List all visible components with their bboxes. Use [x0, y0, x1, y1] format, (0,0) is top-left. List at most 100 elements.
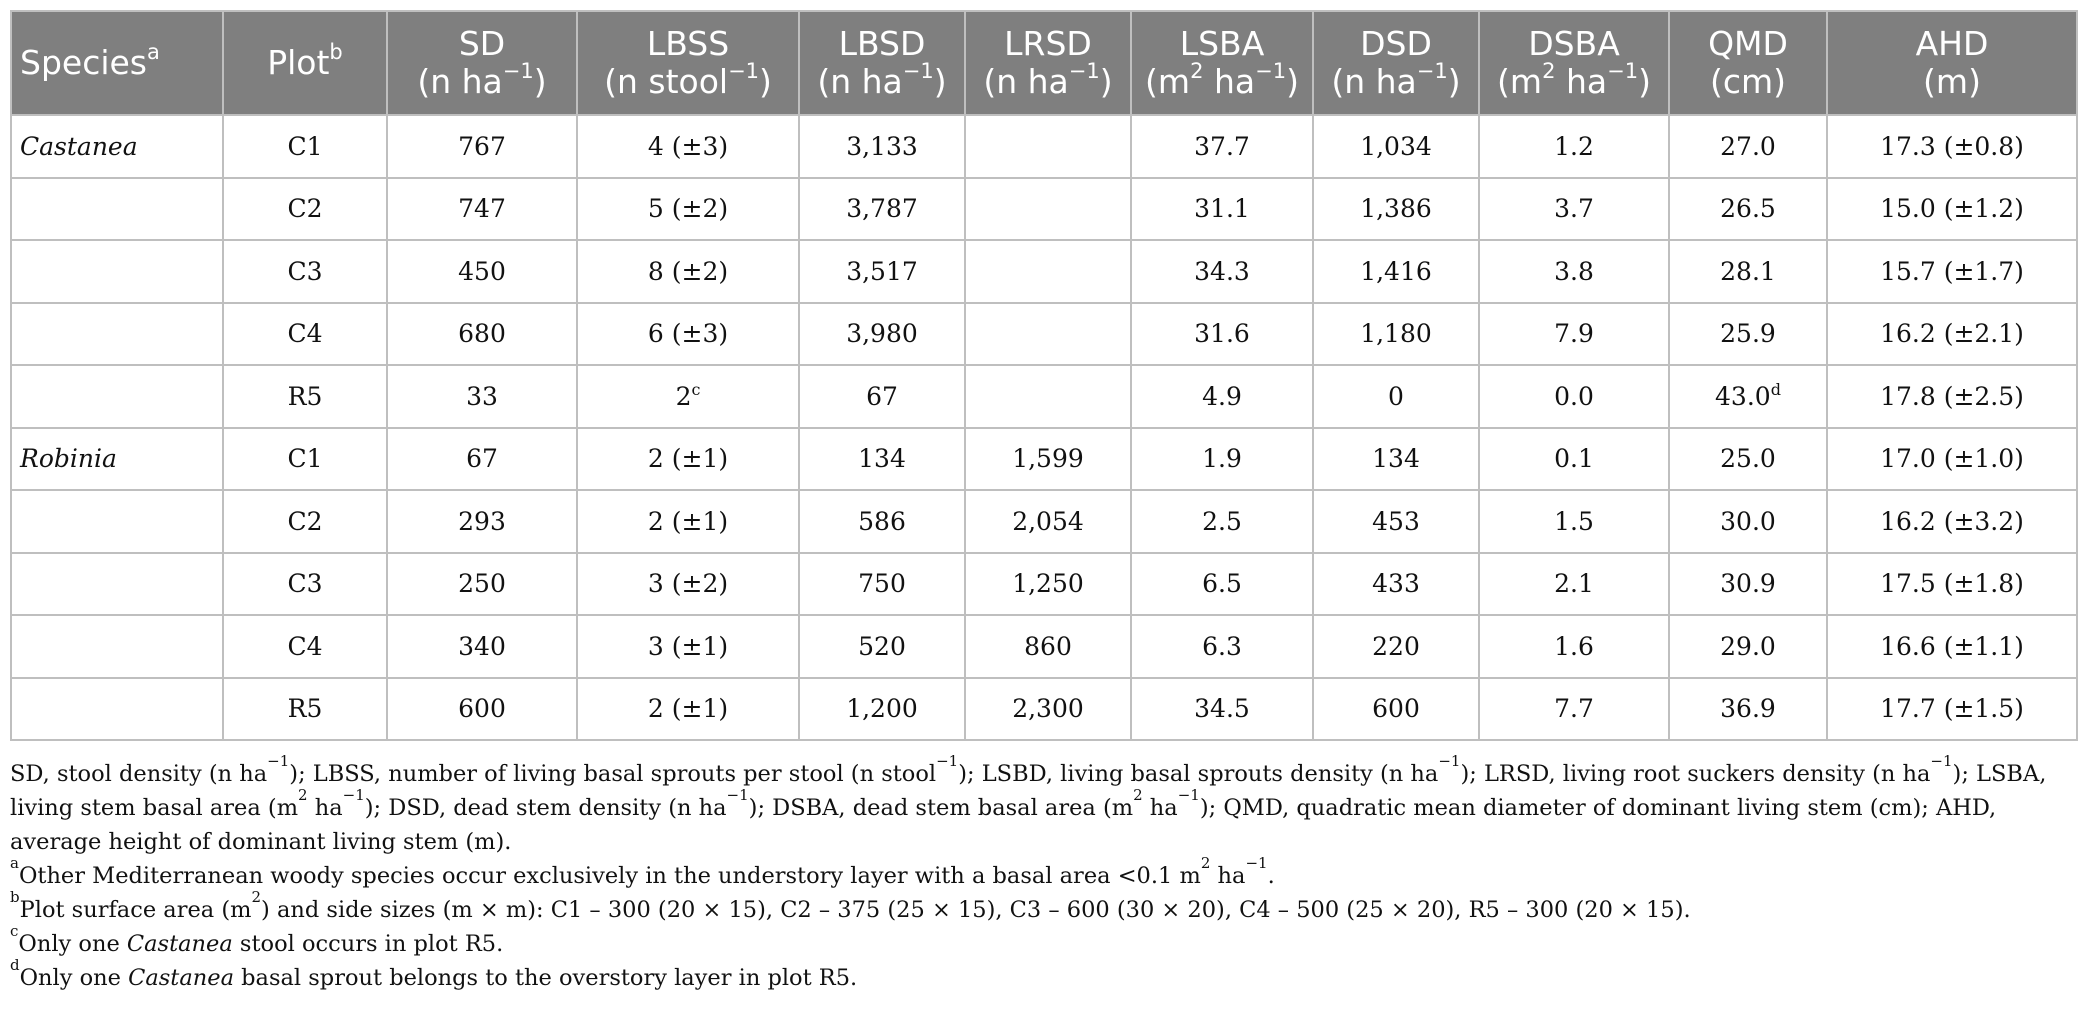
text-run: 860: [1024, 631, 1072, 661]
cell-dsba: 1.2: [1478, 114, 1670, 179]
text-run: −1: [1245, 854, 1268, 872]
text-run: 8 (±2): [647, 256, 729, 286]
text-run: 16.2 (±2.1): [1880, 319, 2024, 349]
cell-lbsd: 3,980: [798, 301, 966, 366]
cell-qmd: 30.9: [1668, 551, 1828, 616]
cell-dsba: 1.5: [1478, 489, 1670, 554]
text-run: 2 (±1): [647, 694, 729, 724]
text-run: −1: [1416, 59, 1448, 83]
text-run: 3,980: [846, 319, 918, 349]
text-run: 29.0: [1720, 631, 1776, 661]
text-run: LBSD: [838, 24, 926, 63]
text-run: b: [329, 40, 343, 64]
text-run: 340: [458, 631, 506, 661]
cell-sd: 67: [386, 426, 578, 491]
cell-lbsd: 3,133: [798, 114, 966, 179]
text-run: d: [1770, 379, 1781, 399]
cell-lbss: 3 (±1): [576, 614, 800, 679]
text-run: c: [691, 379, 701, 399]
text-run: R5: [287, 694, 323, 724]
cell-lrsd: 1,599: [964, 426, 1132, 491]
text-run: 25.9: [1720, 319, 1776, 349]
cell-plot: C3: [222, 239, 388, 304]
cell-ahd: 17.8 (±2.5): [1826, 364, 2078, 429]
cell-lbsd: 3,517: [798, 239, 966, 304]
cell-dsd: 1,034: [1312, 114, 1480, 179]
cell-plot: C2: [222, 176, 388, 241]
cell-lsba: 6.5: [1130, 551, 1314, 616]
cell-qmd: 30.0: [1668, 489, 1828, 554]
column-header-lbsd: LBSD (n ha−1): [798, 10, 966, 116]
text-run: ): [759, 62, 772, 101]
column-header-lsba: LSBA (m2 ha−1): [1130, 10, 1314, 116]
text-run: ); DSD, dead stem density (n ha: [364, 795, 727, 821]
cell-sd: 600: [386, 676, 578, 741]
text-run: −1: [267, 752, 290, 770]
text-run: 2: [251, 888, 262, 906]
text-run: 250: [458, 569, 506, 599]
text-run: C1: [287, 131, 323, 161]
text-run: ha: [1555, 62, 1608, 101]
text-run: (n ha: [1331, 62, 1417, 101]
text-run: 27.0: [1720, 131, 1776, 161]
cell-lbss: 4 (±3): [576, 114, 800, 179]
text-run: 17.8 (±2.5): [1880, 381, 2024, 411]
text-run: 2: [675, 381, 692, 411]
text-run: 220: [1372, 631, 1420, 661]
text-run: 293: [458, 506, 506, 536]
text-run: 680: [458, 319, 506, 349]
text-run: Species: [20, 43, 148, 82]
text-run: 33: [466, 381, 498, 411]
text-run: 34.5: [1194, 694, 1250, 724]
text-run: −1: [902, 59, 934, 83]
cell-lsba: 1.9: [1130, 426, 1314, 491]
cell-lbss: 8 (±2): [576, 239, 800, 304]
cell-lsba: 34.3: [1130, 239, 1314, 304]
text-run: 2: [1200, 854, 1211, 872]
text-run: (m: [1497, 62, 1543, 101]
text-run: 34.3: [1194, 256, 1250, 286]
text-run: 2: [1133, 786, 1143, 804]
text-run: 1,386: [1360, 194, 1432, 224]
text-run: 16.6 (±1.1): [1880, 631, 2024, 661]
text-run: ); QMD, quadratic mean diameter of domin…: [10, 795, 1997, 855]
table-row: Robinia C1 67 2 (±1) 134 1,599 1.9 134 0.1 25.0 17…: [10, 426, 2078, 491]
cell-species: Castanea: [10, 114, 224, 179]
text-run: 4.9: [1202, 381, 1242, 411]
column-header-lbss: LBSS (n stool−1): [576, 10, 800, 116]
text-run: LRSD: [1004, 24, 1092, 63]
cell-lsba: 6.3: [1130, 614, 1314, 679]
cell-lbss: 2 (±1): [576, 489, 800, 554]
cell-dsd: 1,386: [1312, 176, 1480, 241]
text-run: 30.0: [1720, 506, 1776, 536]
text-run: 450: [458, 256, 506, 286]
cell-qmd: 25.0: [1668, 426, 1828, 491]
cell-plot: C3: [222, 551, 388, 616]
cell-dsba: 7.9: [1478, 301, 1670, 366]
text-run: Robinia: [20, 444, 117, 474]
footnote-c: cOnly one Castanea stool occurs in plot …: [10, 924, 2076, 961]
cell-sd: 33: [386, 364, 578, 429]
cell-lsba: 2.5: [1130, 489, 1314, 554]
cell-dsd: 134: [1312, 426, 1480, 491]
text-run: ): [533, 62, 547, 101]
text-run: c: [10, 922, 19, 940]
text-run: 17.3 (±0.8): [1880, 131, 2024, 161]
text-run: 4 (±3): [647, 131, 729, 161]
table-row: C4 340 3 (±1) 520 860 6.3 220 1.6 29.0 16.6 (±1.1…: [10, 614, 2078, 679]
text-run: 1,250: [1012, 569, 1084, 599]
text-run: −1: [342, 786, 365, 804]
table-row: R5 33 2c 67 4.9 0 0.0 43.0d 17.8 (±2.5): [10, 364, 2078, 429]
text-run: DSBA: [1528, 24, 1620, 63]
column-header-species: Speciesa: [10, 10, 224, 116]
table-row: C4 680 6 (±3) 3,980 31.6 1,180 7.9 25.9 16.2 (±2…: [10, 301, 2078, 366]
text-run: 5 (±2): [647, 194, 729, 224]
text-run: 15.0 (±1.2): [1880, 194, 2024, 224]
text-run: SD, stool density (n ha: [10, 761, 268, 787]
cell-lbsd: 520: [798, 614, 966, 679]
cell-dsba: 0.1: [1478, 426, 1670, 491]
text-run: ); DSBA, dead stem basal area (m: [748, 795, 1134, 821]
cell-qmd: 28.1: [1668, 239, 1828, 304]
text-run: −1: [1177, 786, 1200, 804]
text-run: 15.7 (±1.7): [1880, 256, 2024, 286]
